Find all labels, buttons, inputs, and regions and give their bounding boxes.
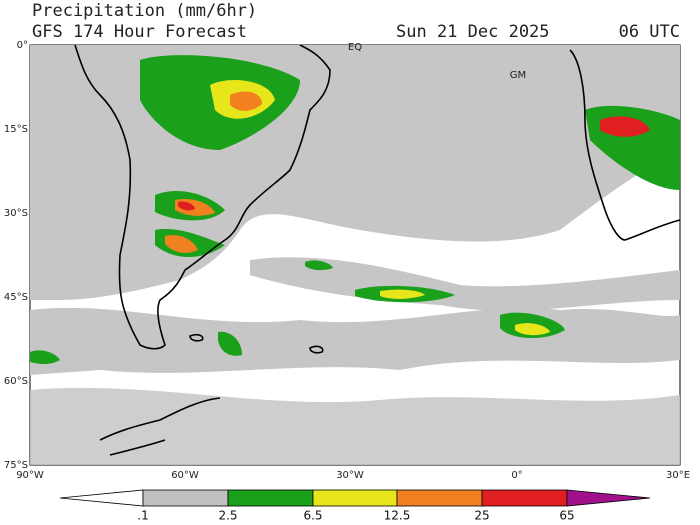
lat-label: 15°S [4,124,28,135]
colorbar-label: 65 [559,509,574,523]
colorbar-label: 12.5 [384,509,411,523]
lon-label: 60°W [171,470,199,481]
colorbar-label: .1 [137,509,148,523]
axis-labels: 0° 15°S 30°S 45°S 60°S 75°S 90°W 60°W 30… [4,40,690,481]
lat-label: 60°S [4,376,28,387]
lon-label: 30°W [336,470,364,481]
lat-label: 75°S [4,460,28,471]
colorbar-label: 6.5 [303,509,322,523]
colorbar-label: 2.5 [218,509,237,523]
lat-label: 30°S [4,208,28,219]
colorbar-label: 25 [474,509,489,523]
map: EQ GM [29,42,681,466]
lon-label: 0° [511,470,522,481]
colorbar [59,489,651,507]
lat-label: 45°S [4,292,28,303]
lon-label: 90°W [16,470,44,481]
lat-label: 0° [17,40,28,51]
valid-date: Sun 21 Dec 2025 [396,22,550,42]
coastlines [74,44,681,456]
subtitle: GFS 174 Hour Forecast [32,22,247,42]
precip-heavy [30,55,680,364]
valid-time: 06 UTC [619,22,680,42]
title: Precipitation (mm/6hr) [32,1,257,21]
meridian-label: GM [510,70,526,81]
equator-label: EQ [348,42,362,53]
lon-label: 30°E [666,470,690,481]
